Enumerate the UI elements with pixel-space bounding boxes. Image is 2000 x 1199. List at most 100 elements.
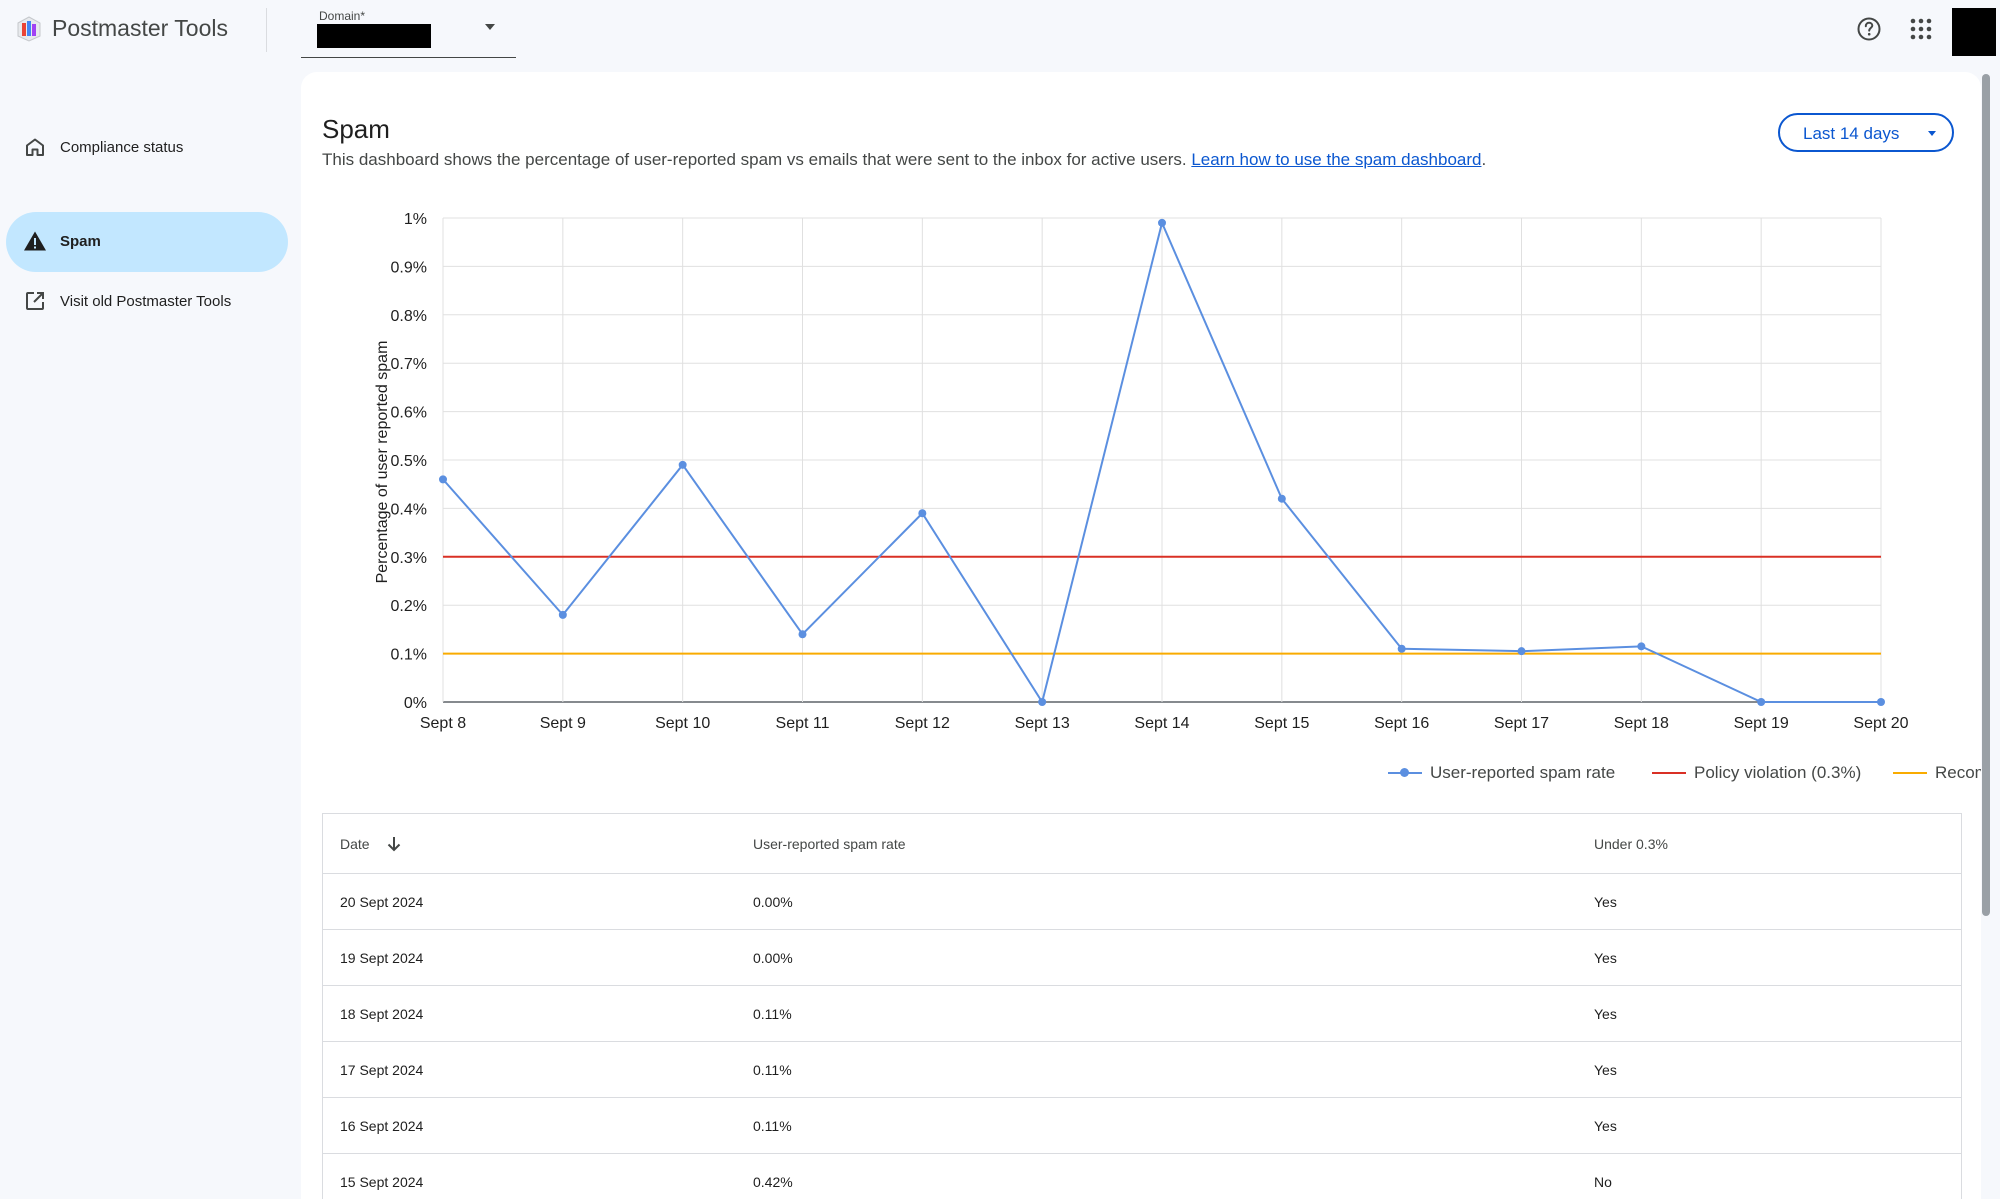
table-row: 19 Sept 2024 0.00% Yes [323,930,1961,986]
table-header-row: Date User-reported spam rate Under 0.3% [323,814,1961,874]
cell-date: 15 Sept 2024 [340,1173,424,1190]
column-header-date[interactable]: Date [340,814,404,873]
cell-date: 17 Sept 2024 [340,1061,424,1078]
cell-under-threshold: Yes [1594,1005,1617,1022]
cell-spam-rate: 0.00% [753,949,793,966]
y-tick-label: 0.5% [391,453,427,470]
legend-label: Recommended threshold (0.1%) [1935,763,1981,782]
home-icon [26,138,44,156]
chart-series [439,218,1885,706]
apps-grid-icon[interactable] [1908,16,1934,42]
table-row: 16 Sept 2024 0.11% Yes [323,1098,1961,1154]
spam-rate-table: Date User-reported spam rate Under 0.3% … [322,813,1962,1199]
spam-rate-chart: 0% 0.1% 0.2% 0.3% 0.4% 0.5% 0.6% 0.7% 0.8% 0.9% 1%… [374,211,1909,732]
y-tick-label: 0.8% [391,308,427,325]
x-tick-label: Sept 9 [540,715,586,732]
data-point [1038,698,1047,706]
data-point [798,630,807,639]
warning-icon [24,231,46,251]
arrow-down-sort-icon[interactable] [384,834,404,854]
x-tick-label: Sept 19 [1734,715,1789,732]
sidebar-item-label: Visit old Postmaster Tools [60,293,232,310]
x-tick-label: Sept 15 [1254,715,1309,732]
legend-line-swatch [1893,772,1927,774]
x-tick-label: Sept 16 [1374,715,1429,732]
table-row: 15 Sept 2024 0.42% No [323,1154,1961,1199]
page-title: Spam [322,114,390,144]
cell-under-threshold: Yes [1594,1061,1617,1078]
page-description: This dashboard shows the percentage of u… [322,150,1486,170]
cell-date: 16 Sept 2024 [340,1117,424,1134]
domain-select[interactable]: Domain* [301,6,516,58]
description-period: . [1481,150,1487,169]
data-point [1397,644,1406,653]
sidebar-item-visit-old-postmaster[interactable]: Visit old Postmaster Tools [6,272,288,332]
sidebar-item-label: Spam [60,233,101,250]
cell-date: 18 Sept 2024 [340,1005,424,1022]
top-app-bar: Postmaster Tools Domain* [0,0,2000,68]
legend-dot [1400,768,1409,777]
data-point [1877,698,1885,706]
chevron-down-icon [1928,131,1936,136]
cell-under-threshold: Yes [1594,893,1617,910]
data-point [439,475,447,484]
chart-legend: User-reported spam rate Policy violation… [1081,762,1981,790]
column-header-label: Date [340,835,370,852]
x-tick-label: Sept 13 [1015,715,1070,732]
chart-grid [442,217,1882,703]
header-divider [266,8,267,52]
y-tick-label: 0.4% [391,501,427,518]
data-point [1757,698,1766,706]
cell-under-threshold: Yes [1594,949,1617,966]
sidebar-item-compliance-status[interactable]: Compliance status [6,118,288,178]
data-point [558,610,567,619]
y-tick-label: 0.7% [391,356,427,373]
date-range-select[interactable]: Last 14 days [1778,113,1954,152]
postmaster-logo-icon [17,16,41,42]
cell-spam-rate: 0.00% [753,893,793,910]
x-tick-label: Sept 11 [776,715,830,732]
data-point [1277,494,1286,503]
x-tick-label: Sept 12 [895,715,950,732]
legend-label: Policy violation (0.3%) [1694,763,1862,782]
y-tick-label: 0.2% [391,598,427,615]
sidebar-item-spam[interactable]: Spam [6,212,288,272]
help-icon[interactable] [1855,15,1883,43]
cell-date: 19 Sept 2024 [340,949,424,966]
table-row: 18 Sept 2024 0.11% Yes [323,986,1961,1042]
x-tick-label: Sept 8 [420,715,466,732]
sidebar-item-label: Compliance status [60,139,184,156]
date-range-label: Last 14 days [1803,124,1900,143]
data-point [1158,218,1166,227]
cell-under-threshold: Yes [1594,1117,1617,1134]
sidebar-nav: Compliance status Spam Visit old Postmas… [0,68,300,1199]
x-tick-label: Sept 20 [1853,715,1908,732]
description-text: This dashboard shows the percentage of u… [322,150,1187,169]
x-tick-label: Sept 18 [1614,715,1669,732]
column-header-under-threshold: Under 0.3% [1594,835,1668,852]
y-tick-label: 0.9% [391,259,427,276]
main-content: Spam This dashboard shows the percentage… [301,72,1981,1199]
table-row: 20 Sept 2024 0.00% Yes [323,874,1961,930]
data-point [1637,642,1646,651]
cell-under-threshold: No [1594,1173,1612,1190]
y-tick-label: 0.1% [391,647,427,664]
table-row: 17 Sept 2024 0.11% Yes [323,1042,1961,1098]
account-avatar[interactable] [1952,8,1996,56]
legend-line-swatch [1652,772,1686,774]
y-axis-label: Percentage of user reported spam [374,341,391,584]
y-tick-label: 0.3% [391,550,427,567]
main-scrollbar[interactable] [1982,74,1990,916]
cell-date: 20 Sept 2024 [340,893,424,910]
data-point [1517,647,1526,656]
data-point [678,460,687,469]
cell-spam-rate: 0.42% [753,1173,793,1190]
chart-thresholds [443,555,1881,655]
x-tick-label: Sept 17 [1494,715,1549,732]
learn-more-link[interactable]: Learn how to use the spam dashboard [1191,150,1482,169]
y-tick-label: 1% [404,211,427,228]
domain-value-redacted [317,24,431,48]
chart-labels: 0% 0.1% 0.2% 0.3% 0.4% 0.5% 0.6% 0.7% 0.8% 0.9% 1%… [391,211,1909,732]
data-point [918,509,927,518]
app-title: Postmaster Tools [52,15,228,41]
